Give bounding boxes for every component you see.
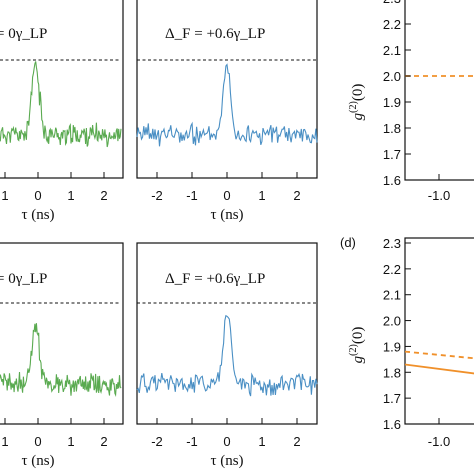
y-axis-label: g(2)(0): [348, 327, 366, 364]
y-tick-label: 2.0: [383, 314, 401, 329]
x-tick-label: 0: [223, 434, 230, 449]
y-tick-label: 1.9: [383, 339, 401, 354]
x-tick-label: 2: [100, 188, 107, 203]
y-axis-label-g: g: [350, 355, 366, 363]
series-line-green: [0, 323, 122, 398]
annotation-detuning-positive: Δ_F = +0.6γ_LP: [165, 26, 265, 42]
y-tick-label: 2.3: [383, 236, 401, 251]
x-tick-label: 2: [293, 434, 300, 449]
annotation-detuning-zero: = 0γ_LP: [0, 271, 47, 287]
panel-bottom-middle: Δ_F = +0.6γ_LP -2 -1 0 1 2 τ (ns): [136, 242, 318, 469]
x-ticks: 1 0 1 2: [1, 418, 108, 449]
annotation-detuning-positive: Δ_F = +0.6γ_LP: [165, 271, 265, 287]
x-tick-label: -1.0: [428, 188, 450, 203]
series-line-dashed-orange: [404, 350, 474, 360]
y-tick-label: 1.6: [383, 173, 401, 188]
x-tick-label: -2: [151, 188, 163, 203]
x-tick-label: -1: [186, 188, 198, 203]
x-axis-label: τ (ns): [210, 453, 243, 469]
y-axis-label-g: g: [350, 112, 366, 120]
x-tick-label: 1: [258, 188, 265, 203]
x-tick-label: 0: [34, 434, 41, 449]
y-tick-label: 2.3: [383, 0, 401, 6]
x-tick-label: 1: [1, 434, 8, 449]
x-tick-label: 1: [67, 188, 74, 203]
x-tick-label: 2: [100, 434, 107, 449]
y-ticks: 1.6 1.7 1.8 1.9 2.0 2.1 2.2 2.3: [383, 236, 411, 432]
panel-top-right: 1.6 1.7 1.8 1.9 2.0 2.1 2.2 2.3 -1.0 g(2)(0): [348, 0, 474, 203]
series-line-green: [0, 61, 122, 148]
series-line-solid-orange: [404, 363, 474, 375]
x-tick-label: -1.0: [428, 434, 450, 449]
x-ticks: 1 0 1 2: [1, 172, 108, 203]
y-tick-label: 2.1: [383, 43, 401, 58]
x-tick-label: -2: [151, 434, 163, 449]
y-tick-label: 1.9: [383, 95, 401, 110]
x-ticks: -2 -1 0 1 2: [151, 172, 301, 203]
y-axis-label-sup: (2): [348, 101, 359, 113]
x-tick-label: 0: [223, 188, 230, 203]
panel-d: (d) 1.6 1.7 1.8 1.9 2.0 2.1 2.2 2.3 -1.0 g(2)(0…: [340, 235, 474, 449]
y-tick-label: 1.7: [383, 147, 401, 162]
y-tick-label: 2.2: [383, 262, 401, 277]
x-axis-label: τ (ns): [21, 207, 54, 223]
panel-top-left-frame: [0, 0, 124, 179]
x-tick-label: 1: [1, 188, 8, 203]
series-line-blue: [136, 314, 318, 397]
panel-top-right-frame: [404, 0, 474, 181]
panel-label-d: (d): [340, 235, 356, 250]
y-tick-label: 2.0: [383, 69, 401, 84]
x-tick-label: 1: [258, 434, 265, 449]
x-tick-label: 0: [34, 188, 41, 203]
x-axis-label: τ (ns): [21, 453, 54, 469]
y-tick-label: 2.1: [383, 288, 401, 303]
y-axis-label-arg: (0): [350, 84, 366, 102]
series-line-blue: [136, 63, 318, 147]
annotation-detuning-zero: = 0γ_LP: [0, 26, 47, 42]
y-tick-label: 1.7: [383, 391, 401, 406]
x-axis-label: τ (ns): [210, 207, 243, 223]
x-ticks: -2 -1 0 1 2: [151, 418, 301, 449]
panel-bottom-left-frame: [0, 242, 124, 425]
y-tick-label: 1.6: [383, 417, 401, 432]
y-axis-label: g(2)(0): [348, 84, 366, 121]
y-axis-label-arg: (0): [350, 327, 366, 345]
x-tick-label: 2: [293, 188, 300, 203]
panel-top-middle: Δ_F = +0.6γ_LP -2 -1 0 1 2 τ (ns): [136, 0, 318, 223]
y-ticks: 1.6 1.7 1.8 1.9 2.0 2.1 2.2 2.3: [383, 0, 411, 188]
panel-top-left: = 0γ_LP 1 0 1 2 τ (ns): [0, 0, 124, 223]
y-tick-label: 2.2: [383, 17, 401, 32]
y-tick-label: 1.8: [383, 365, 401, 380]
panel-d-frame: [404, 237, 474, 425]
x-tick-label: 1: [67, 434, 74, 449]
y-tick-label: 1.8: [383, 121, 401, 136]
y-axis-label-sup: (2): [348, 344, 359, 356]
panel-bottom-left: = 0γ_LP 1 0 1 2 τ (ns): [0, 242, 124, 469]
x-tick-label: -1: [186, 434, 198, 449]
